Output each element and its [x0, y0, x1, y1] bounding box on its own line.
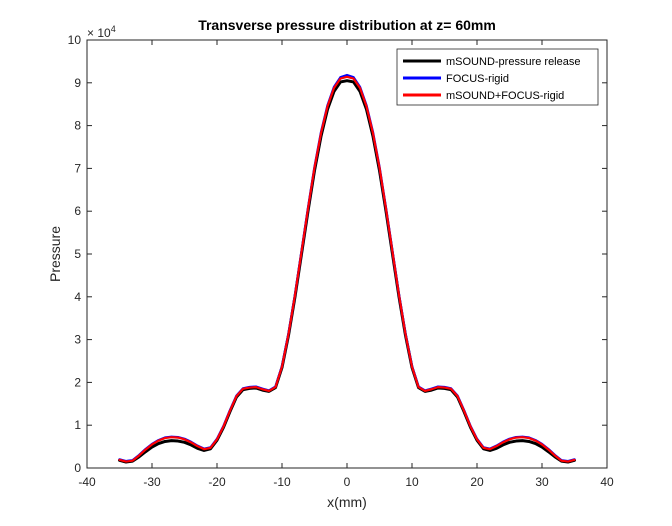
series-layer: [118, 73, 576, 464]
y-tick-label: 1: [74, 418, 81, 432]
plot-area: [87, 40, 607, 468]
y-tick-label: 3: [74, 333, 81, 347]
x-tick-label: 40: [600, 475, 614, 489]
y-tick-label: 2: [74, 375, 81, 389]
y-exponent-label: × 104: [87, 24, 116, 40]
series-line-1: [118, 79, 576, 464]
legend: mSOUND-pressure release FOCUS-rigid mSOUND…: [396, 48, 599, 106]
series-line-3: [118, 75, 576, 463]
x-tick-label: -40: [78, 475, 96, 489]
y-tick-label: 4: [74, 290, 81, 304]
legend-label: mSOUND+FOCUS-rigid: [446, 90, 564, 102]
legend-label: FOCUS-rigid: [446, 73, 509, 85]
y-exponent-base: × 10: [87, 26, 111, 40]
y-tick-label: 6: [74, 204, 81, 218]
y-axis-ticks: 0 1 2 3 4 5 6 7 8 9 10: [68, 33, 607, 475]
y-tick-label: 8: [74, 119, 81, 133]
y-tick-label: 10: [68, 33, 82, 47]
x-axis-label: x(mm): [327, 494, 367, 510]
x-tick-label: -10: [273, 475, 291, 489]
chart-title: Transverse pressure distribution at z= 6…: [198, 17, 496, 33]
x-tick-label: 0: [344, 475, 351, 489]
x-axis-ticks: -40 -30 -20 -10 0 10 20 30 40: [78, 40, 614, 489]
y-tick-label: 7: [74, 161, 81, 175]
y-tick-label: 9: [74, 76, 81, 90]
legend-label: mSOUND-pressure release: [446, 56, 580, 68]
y-tick-label: 5: [74, 247, 81, 261]
x-tick-label: 10: [405, 475, 419, 489]
y-exponent-power: 4: [111, 24, 116, 34]
y-tick-label: 0: [74, 461, 81, 475]
x-tick-label: 30: [535, 475, 549, 489]
x-tick-label: -20: [208, 475, 226, 489]
y-axis-label: Pressure: [47, 226, 63, 282]
x-tick-label: -30: [143, 475, 161, 489]
x-tick-label: 20: [470, 475, 484, 489]
